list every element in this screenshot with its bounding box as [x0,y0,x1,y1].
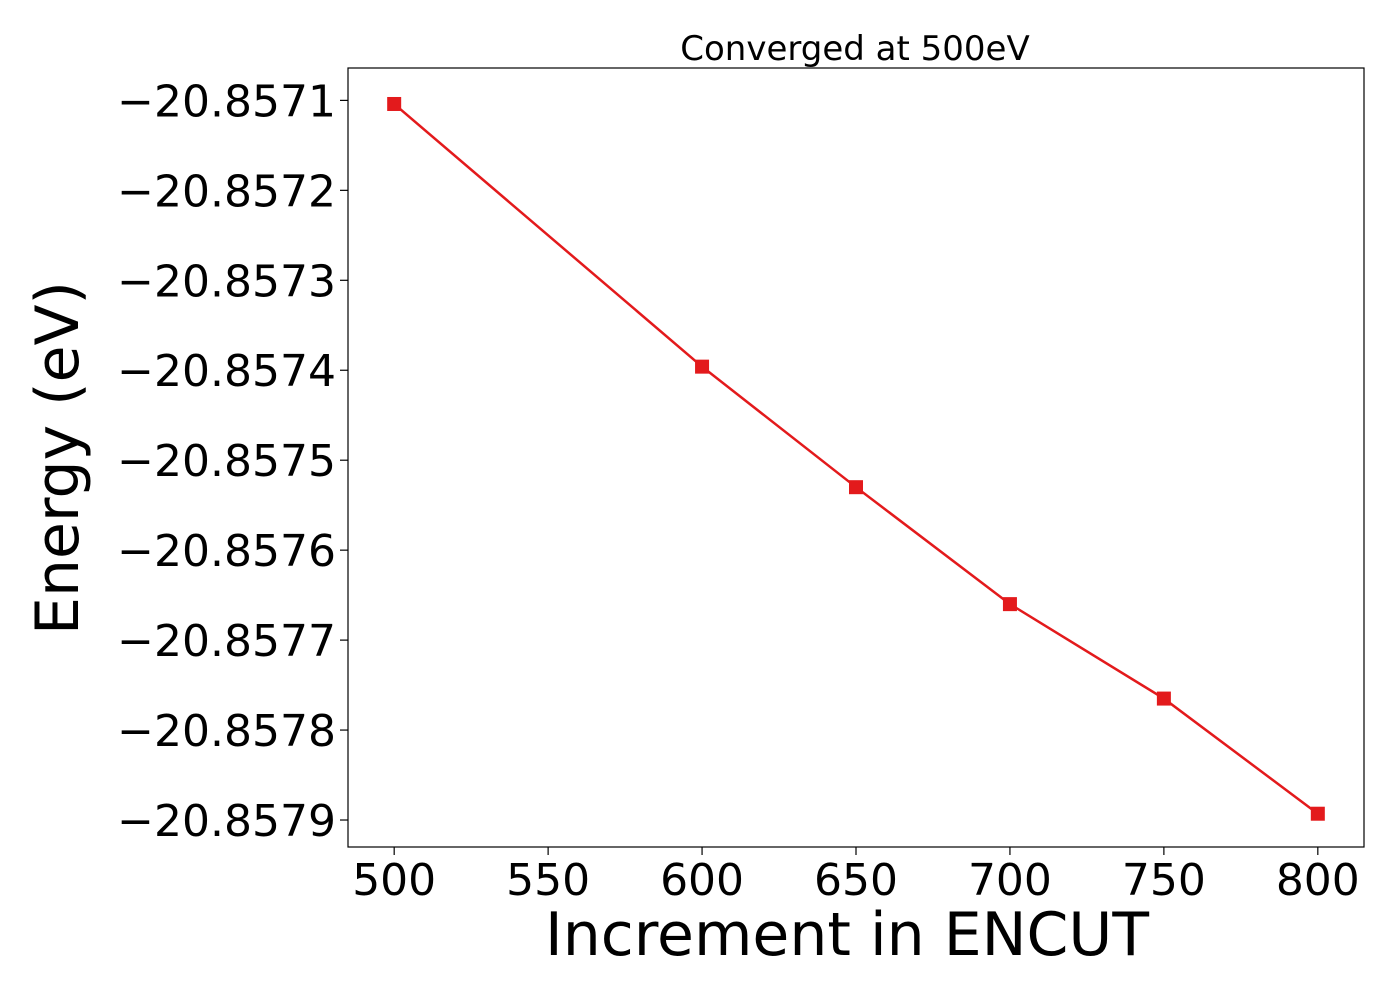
y-tick-label: −20.8577 [117,616,336,667]
x-axis-label: Increment in ENCUT [545,900,1149,970]
x-axis: 500 550 600 650 700 750 800 [352,847,1360,906]
x-tick-label: 600 [660,855,744,906]
series-line [393,103,1319,815]
data-point [1156,691,1171,706]
data-point [849,480,863,495]
y-tick-label: −20.8571 [117,76,336,127]
y-tick-label: −20.8573 [117,256,336,307]
x-tick-label: 800 [1276,855,1360,906]
chart-title: Converged at 500eV [680,29,1029,69]
plot-area [387,96,1325,821]
y-tick-label: −20.8575 [117,436,336,487]
x-tick-label: 700 [968,855,1052,906]
x-tick-label: 750 [1122,855,1206,906]
data-point [387,96,402,111]
x-tick-label: 500 [352,855,436,906]
y-tick-label: −20.8578 [117,706,336,757]
y-tick-label: −20.8576 [117,526,336,577]
data-point [695,359,710,374]
y-tick-label: −20.8572 [117,166,336,217]
x-tick-label: 650 [814,855,898,906]
y-tick-label: −20.8579 [117,796,336,847]
y-axis: −20.8571 −20.8572 −20.8573 −20.8574 −20.8575… [117,76,348,847]
plot-frame [347,67,1365,848]
data-point [1002,597,1017,612]
y-axis-label: Energy (eV) [23,281,93,635]
data-point [1310,806,1325,821]
y-tick-label: −20.8574 [117,346,336,397]
x-tick-label: 550 [506,855,590,906]
